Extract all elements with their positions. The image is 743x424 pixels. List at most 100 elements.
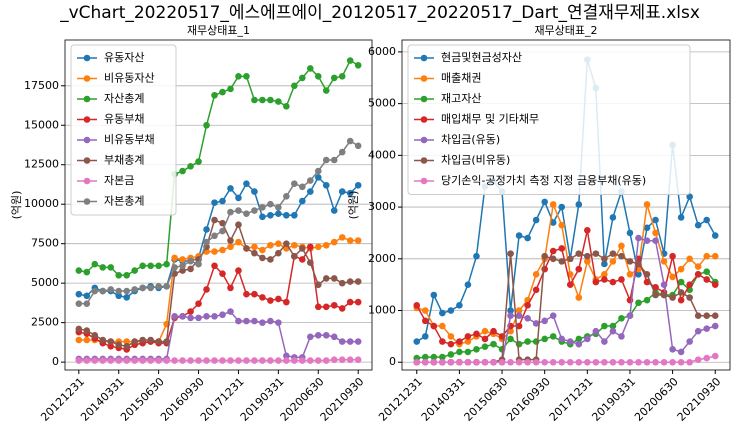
- legend-marker: [83, 75, 91, 82]
- point: [83, 336, 91, 344]
- point: [259, 213, 266, 221]
- point: [558, 203, 566, 211]
- point: [575, 294, 583, 301]
- point: [532, 271, 540, 278]
- point: [338, 305, 346, 312]
- point: [83, 268, 91, 276]
- point: [354, 338, 362, 345]
- point: [267, 200, 274, 208]
- point: [275, 357, 282, 364]
- point: [163, 283, 170, 290]
- point: [609, 250, 617, 257]
- point: [515, 322, 523, 330]
- point: [314, 303, 322, 311]
- point: [609, 358, 617, 366]
- point: [447, 333, 455, 340]
- point: [626, 229, 634, 237]
- point: [686, 358, 693, 366]
- y-tick-label: 1000: [368, 304, 396, 317]
- legend-label: 현금및현금성자산: [441, 51, 522, 64]
- point: [524, 302, 531, 309]
- x-tick-label: 20210930: [318, 375, 367, 424]
- y-tick-label: 2000: [368, 252, 396, 265]
- point: [584, 252, 591, 260]
- legend-label: 매출채권: [441, 72, 481, 85]
- point: [584, 258, 591, 265]
- legend-marker: [420, 54, 428, 62]
- point: [549, 312, 557, 319]
- point: [677, 289, 685, 296]
- point: [354, 278, 362, 285]
- legend-label: 차입금(유동): [441, 133, 500, 146]
- point: [235, 194, 242, 202]
- point: [219, 311, 226, 319]
- point: [259, 96, 266, 104]
- point: [139, 357, 146, 364]
- y-tick-label: 6000: [368, 45, 396, 58]
- point: [306, 65, 314, 72]
- point: [601, 338, 608, 345]
- point: [330, 74, 338, 82]
- point: [346, 338, 354, 345]
- point: [660, 358, 668, 366]
- point: [566, 255, 574, 263]
- x-tick-label: 20171231: [547, 375, 596, 424]
- point: [259, 254, 266, 262]
- point: [354, 142, 362, 150]
- point: [626, 258, 634, 265]
- point: [473, 330, 480, 338]
- point: [235, 267, 242, 274]
- point: [346, 57, 354, 64]
- point: [219, 246, 226, 254]
- point: [643, 358, 651, 366]
- point: [660, 291, 668, 299]
- point: [283, 352, 290, 360]
- point: [354, 61, 362, 69]
- point: [187, 257, 194, 265]
- point: [123, 271, 131, 279]
- point: [430, 291, 438, 299]
- point: [635, 260, 642, 268]
- point: [635, 299, 642, 307]
- point: [524, 234, 531, 242]
- point: [439, 338, 446, 345]
- point: [643, 224, 651, 232]
- point: [203, 286, 210, 293]
- point: [291, 357, 298, 364]
- point: [532, 358, 540, 366]
- point: [346, 356, 354, 364]
- point: [354, 237, 362, 244]
- point: [669, 294, 676, 301]
- point: [322, 156, 330, 164]
- point: [235, 357, 242, 364]
- point: [314, 357, 322, 364]
- point: [652, 291, 659, 299]
- point: [338, 73, 346, 80]
- point: [532, 286, 540, 294]
- point: [609, 322, 617, 330]
- point: [251, 207, 258, 214]
- point: [267, 256, 274, 263]
- point: [507, 335, 514, 343]
- point: [592, 278, 600, 286]
- point: [139, 262, 146, 270]
- series-line: [416, 59, 716, 343]
- point: [171, 264, 178, 271]
- point: [421, 307, 429, 314]
- point: [643, 296, 651, 304]
- point: [211, 262, 218, 270]
- legend-marker: [420, 116, 428, 123]
- point: [609, 258, 617, 265]
- point: [601, 276, 608, 283]
- point: [259, 246, 266, 254]
- point: [163, 357, 170, 364]
- legend-label: 차입금(비유동): [441, 154, 510, 167]
- point: [75, 290, 83, 298]
- point: [243, 317, 250, 325]
- point: [314, 73, 322, 80]
- point: [163, 260, 170, 268]
- point: [107, 357, 115, 364]
- point: [618, 242, 625, 250]
- point: [464, 358, 472, 366]
- point: [291, 241, 298, 249]
